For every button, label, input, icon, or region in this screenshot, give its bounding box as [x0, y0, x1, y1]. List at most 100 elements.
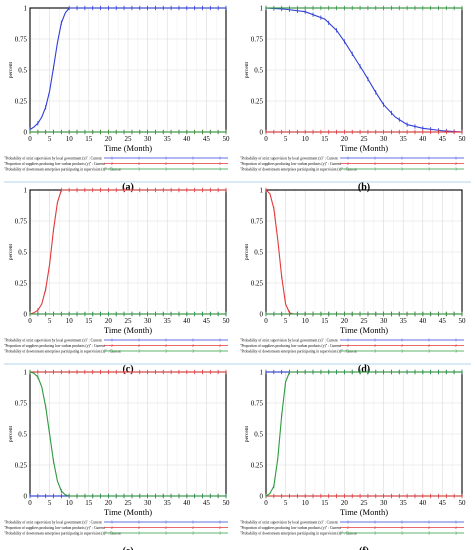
- chart-panel: 0 5 10 15 20 25 30 35 40 45 50 0 0.25 0.5 0.75 1 Time (M…: [240, 5, 466, 194]
- x-tick-label: 50: [459, 135, 467, 143]
- y-tick-label: 0.25: [251, 280, 264, 288]
- x-tick-label: 10: [66, 317, 74, 325]
- y-tick-label: 0: [260, 311, 264, 319]
- y-tick-label: 0: [260, 129, 264, 137]
- legend-marker-x: 1: [192, 338, 194, 342]
- legend-marker-x: 1: [219, 520, 221, 524]
- panel-label: (c): [122, 364, 133, 375]
- legend-marker-x: 1: [219, 338, 221, 342]
- y-axis-label: percent: [8, 425, 14, 442]
- x-tick-label: 50: [459, 499, 467, 507]
- y-tick-label: 0.75: [15, 218, 28, 226]
- legend-label-x: "Probability of strict supervision by lo…: [4, 339, 102, 343]
- legend-marker-x: 1: [111, 156, 113, 160]
- legend-marker-z: 3: [428, 167, 430, 171]
- legend-label-z: "Probability of downstream enterprises p…: [4, 350, 121, 354]
- legend-marker-z: 3: [138, 167, 140, 171]
- legend-marker-z: 3: [455, 167, 457, 171]
- legend-marker-y: 2: [192, 526, 194, 530]
- legend-marker-y: 2: [192, 162, 194, 166]
- x-tick-label: 10: [66, 135, 74, 143]
- y-axis-label: percent: [244, 61, 250, 78]
- x-tick-label: 45: [439, 317, 447, 325]
- legend-marker-z: 3: [401, 167, 403, 171]
- legend-marker-z: 3: [111, 167, 113, 171]
- legend-marker-z: 3: [165, 531, 167, 535]
- y-tick-label: 0.75: [251, 218, 264, 226]
- legend-marker-x: 1: [347, 520, 349, 524]
- y-tick-label: 0: [260, 493, 264, 501]
- legend-marker-x: 1: [401, 338, 403, 342]
- legend-marker-y: 2: [455, 526, 457, 530]
- x-tick-label: 20: [341, 499, 349, 507]
- x-tick-label: 35: [400, 317, 408, 325]
- legend-marker-z: 3: [401, 349, 403, 353]
- x-tick-label: 5: [284, 135, 288, 143]
- legend-marker-x: 1: [165, 156, 167, 160]
- legend-marker-x: 1: [374, 520, 376, 524]
- x-tick-label: 5: [284, 317, 288, 325]
- y-tick-label: 0.25: [15, 462, 28, 470]
- x-tick-label: 40: [419, 135, 427, 143]
- y-tick-label: 0.25: [15, 98, 28, 106]
- legend-marker-y: 2: [428, 344, 430, 348]
- y-tick-label: 1: [260, 187, 264, 195]
- panel-label: (b): [358, 182, 370, 193]
- y-tick-label: 0.5: [18, 249, 27, 257]
- legend-marker-z: 3: [428, 349, 430, 353]
- x-tick-label: 0: [264, 499, 268, 507]
- legend-marker-x: 1: [401, 520, 403, 524]
- legend-marker-z: 3: [347, 167, 349, 171]
- legend-marker-y: 2: [347, 344, 349, 348]
- legend-marker-x: 1: [374, 156, 376, 160]
- legend-marker-y: 2: [111, 526, 113, 530]
- legend-marker-x: 1: [165, 520, 167, 524]
- legend-marker-y: 2: [455, 344, 457, 348]
- y-tick-label: 0.25: [251, 462, 264, 470]
- x-tick-label: 45: [439, 499, 447, 507]
- legend-label-y: "Proportion of suppliers producing low-c…: [4, 162, 105, 166]
- x-tick-label: 40: [183, 135, 191, 143]
- legend-marker-x: 1: [111, 520, 113, 524]
- y-tick-label: 0: [24, 129, 28, 137]
- legend-label-z: "Probability of downstream enterprises p…: [4, 168, 121, 172]
- legend-label-y: "Proportion of suppliers producing low-c…: [240, 344, 341, 348]
- x-tick-label: 20: [341, 317, 349, 325]
- legend-marker-y: 2: [428, 526, 430, 530]
- x-tick-label: 5: [48, 499, 52, 507]
- x-tick-label: 0: [264, 135, 268, 143]
- legend-marker-z: 3: [165, 349, 167, 353]
- legend-marker-y: 2: [347, 162, 349, 166]
- x-axis-label: Time (Month): [340, 143, 388, 153]
- x-tick-label: 25: [361, 317, 369, 325]
- legend-marker-z: 3: [219, 167, 221, 171]
- legend-marker-z: 3: [455, 531, 457, 535]
- legend-label-y: "Proportion of suppliers producing low-c…: [4, 344, 105, 348]
- y-tick-label: 1: [260, 5, 264, 13]
- legend-marker-x: 1: [192, 520, 194, 524]
- legend-marker-x: 1: [428, 156, 430, 160]
- y-tick-label: 0.5: [254, 249, 263, 257]
- legend-marker-y: 2: [374, 526, 376, 530]
- legend-label-z: "Probability of downstream enterprises p…: [240, 168, 357, 172]
- legend-marker-y: 2: [138, 526, 140, 530]
- legend-marker-y: 2: [138, 162, 140, 166]
- x-tick-label: 20: [105, 499, 113, 507]
- x-tick-label: 15: [85, 135, 93, 143]
- legend-label-y: "Proportion of suppliers producing low-c…: [240, 162, 341, 166]
- x-tick-label: 40: [419, 499, 427, 507]
- y-axis-label: percent: [244, 243, 250, 260]
- y-axis-label: percent: [8, 61, 14, 78]
- legend-marker-y: 2: [374, 162, 376, 166]
- x-tick-label: 50: [223, 317, 231, 325]
- legend-marker-x: 1: [138, 520, 140, 524]
- x-tick-label: 15: [321, 135, 329, 143]
- x-tick-label: 15: [85, 317, 93, 325]
- legend-marker-x: 1: [455, 338, 457, 342]
- legend-marker-y: 2: [111, 162, 113, 166]
- x-tick-label: 10: [302, 135, 310, 143]
- legend-marker-y: 2: [219, 162, 221, 166]
- legend-marker-z: 3: [374, 167, 376, 171]
- legend-marker-x: 1: [374, 338, 376, 342]
- legend-marker-z: 3: [219, 531, 221, 535]
